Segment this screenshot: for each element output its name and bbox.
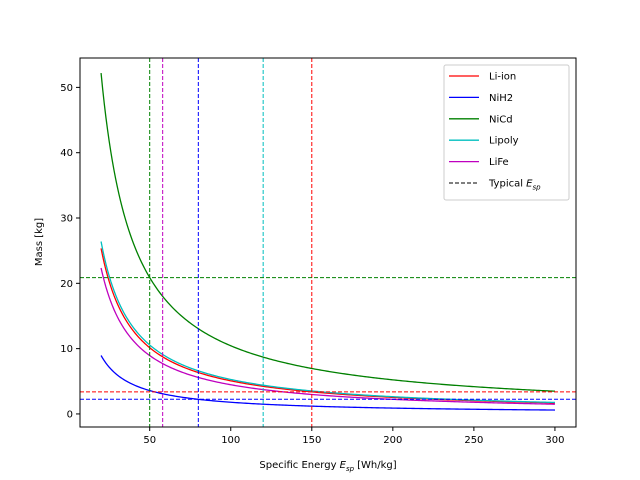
x-tick-label-200: 200 [383,435,402,446]
legend-label-life: LiFe [489,157,509,168]
legend-typical-main: Typical [488,179,523,190]
legend-label-li-ion: Li-ion [489,72,516,83]
y-tick-label-10: 10 [60,344,73,355]
ticks: 50 100 150 200 250 300 0 10 20 30 40 50 [60,83,564,446]
series-line-li-ion [100,248,555,404]
legend-typical-sub: sp [533,184,542,192]
x-tick-label-100: 100 [221,435,240,446]
legend-label-nicd: NiCd [489,114,513,125]
series-line-lipoly [100,241,555,404]
x-axis-label: Specific Energy Esp [Wh/kg] [259,460,396,473]
y-tick-label-50: 50 [60,83,73,94]
legend-typical-e: E [523,179,533,190]
y-tick-label-20: 20 [60,279,73,290]
x-axis-label-unit: [Wh/kg] [357,460,397,471]
x-tick-label-150: 150 [302,435,321,446]
series-line-life [100,267,555,405]
series-line-nih2 [100,355,555,411]
y-tick-label-30: 30 [60,214,73,225]
series-line-nicd [100,72,555,392]
axes-frame [79,57,577,428]
y-axis-label: Mass [kg] [34,218,45,266]
x-axis-label-sub: sp [346,465,355,473]
x-axis-label-e: E [336,460,346,471]
y-tick-label-40: 40 [60,148,73,159]
x-tick-label-50: 50 [143,435,156,446]
x-tick-label-250: 250 [464,435,483,446]
x-tick-label-300: 300 [545,435,564,446]
plot-area [80,58,576,427]
legend-label-lipoly: Lipoly [489,136,519,147]
legend-label-nih2: NiH2 [489,93,513,104]
legend: Li-ion NiH2 NiCd Lipoly LiFe Typical Esp [443,64,570,201]
y-tick-label-0: 0 [67,409,73,420]
legend-typical-label: Typical Esp [488,179,541,192]
legend-box [443,64,570,201]
x-axis-label-main: Specific Energy [259,460,336,471]
